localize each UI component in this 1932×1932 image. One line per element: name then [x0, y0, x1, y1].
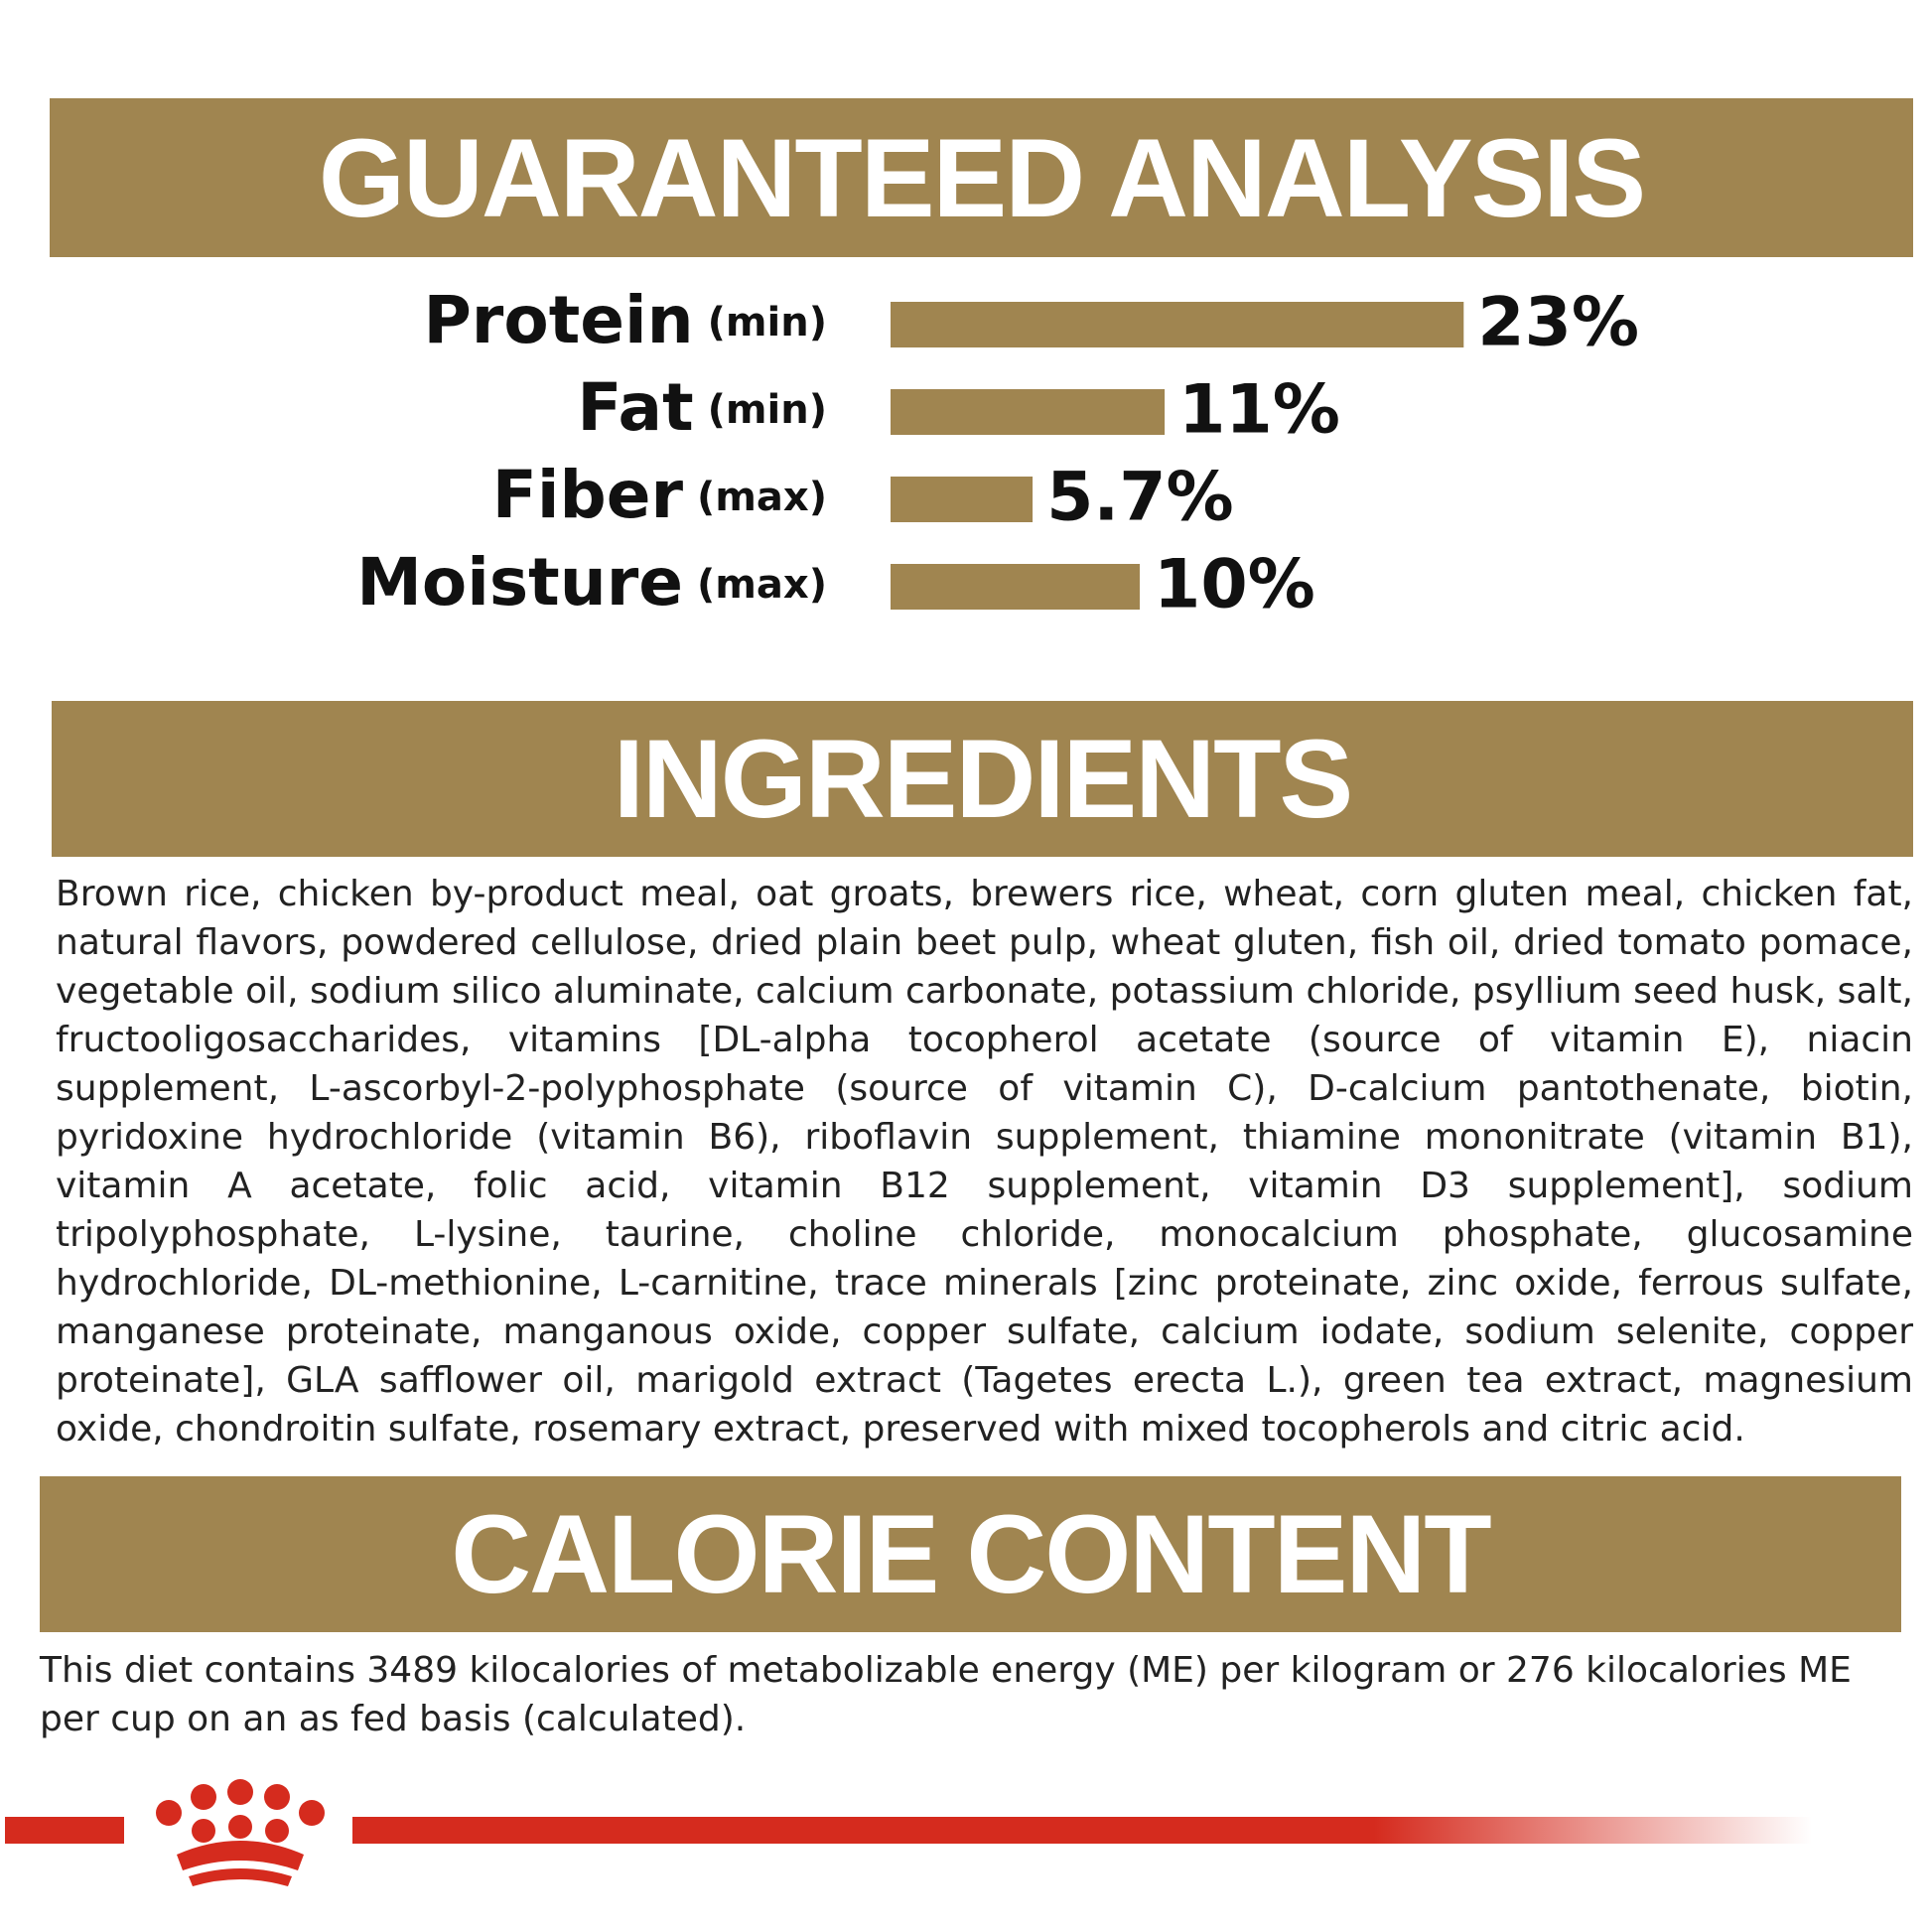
crown-logo — [156, 1779, 325, 1886]
spacer — [683, 562, 697, 608]
spacer — [694, 387, 708, 433]
nutrient-qualifier: (max) — [697, 562, 827, 608]
ingredients-text: Brown rice, chicken by-product meal, oat… — [56, 874, 1913, 1449]
nutrient-label: Protein (min) — [423, 282, 827, 358]
nutrient-qualifier: (max) — [697, 475, 827, 520]
section-title: CALORIE CONTENT — [40, 1476, 1901, 1632]
section-title: INGREDIENTS — [52, 701, 1913, 857]
analysis-chart: Protein (min) 23% Fat (min) 11% Fiber (max) 5… — [356, 282, 1639, 624]
value-label: 5.7% — [1046, 459, 1234, 537]
value-label: 10% — [1154, 546, 1315, 624]
nutrient-name: Fiber — [492, 457, 684, 533]
nutrient-label: Fat (min) — [577, 369, 827, 446]
bar — [891, 477, 1034, 522]
nutrient-qualifier: (min) — [708, 300, 827, 345]
red-line — [352, 1817, 1812, 1844]
bar — [891, 389, 1166, 435]
red-line — [5, 1817, 124, 1844]
spacer — [694, 300, 708, 345]
nutrient-label: Moisture (max) — [356, 544, 827, 621]
nutrient-name: Fat — [577, 369, 693, 446]
bar — [891, 302, 1464, 347]
section-title: GUARANTEED ANALYSIS — [50, 98, 1913, 257]
spacer — [683, 475, 697, 520]
calorie-text: This diet contains 3489 kilocalories of … — [40, 1650, 1852, 1739]
nutrient-qualifier: (min) — [708, 387, 827, 433]
nutrient-name: Protein — [423, 282, 693, 358]
bar — [891, 564, 1140, 610]
brand-footer — [5, 1779, 1812, 1886]
nutrient-label: Fiber (max) — [492, 457, 827, 533]
value-label: 23% — [1477, 284, 1639, 362]
value-label: 11% — [1178, 371, 1340, 450]
nutrient-name: Moisture — [356, 544, 683, 621]
